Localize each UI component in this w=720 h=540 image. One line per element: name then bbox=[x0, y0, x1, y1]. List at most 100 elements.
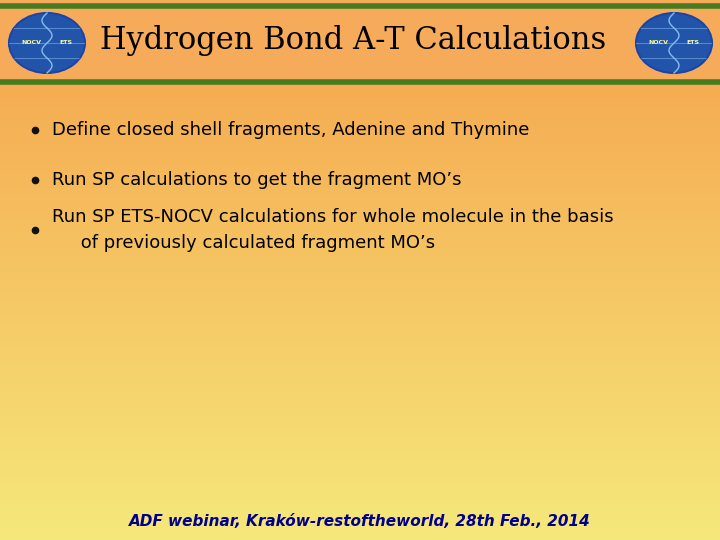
Bar bbox=[0, 240, 720, 241]
Bar bbox=[0, 252, 720, 253]
Bar bbox=[0, 393, 720, 394]
Bar bbox=[0, 65, 720, 66]
Bar bbox=[0, 373, 720, 374]
Bar bbox=[0, 372, 720, 373]
Bar bbox=[0, 403, 720, 404]
Bar bbox=[0, 84, 720, 85]
Text: Define closed shell fragments, Adenine and Thymine: Define closed shell fragments, Adenine a… bbox=[52, 121, 529, 139]
Bar bbox=[0, 505, 720, 506]
Bar bbox=[0, 85, 720, 86]
Bar bbox=[0, 315, 720, 316]
Bar bbox=[0, 304, 720, 305]
Bar bbox=[0, 268, 720, 269]
Bar bbox=[0, 279, 720, 280]
Bar bbox=[0, 214, 720, 215]
Bar bbox=[0, 78, 720, 79]
Bar bbox=[0, 89, 720, 90]
Bar bbox=[0, 173, 720, 174]
Bar bbox=[0, 48, 720, 49]
Bar bbox=[0, 238, 720, 239]
Bar bbox=[0, 284, 720, 285]
Bar bbox=[0, 23, 720, 24]
Bar bbox=[0, 13, 720, 14]
Bar bbox=[0, 330, 720, 331]
Bar bbox=[0, 360, 720, 361]
Bar bbox=[0, 77, 720, 78]
Bar bbox=[0, 193, 720, 194]
Bar bbox=[0, 331, 720, 332]
Bar bbox=[0, 106, 720, 107]
Bar bbox=[0, 467, 720, 468]
Bar bbox=[0, 506, 720, 507]
Bar bbox=[0, 176, 720, 177]
Bar bbox=[0, 264, 720, 265]
Bar bbox=[0, 329, 720, 330]
Bar bbox=[0, 1, 720, 2]
Bar bbox=[0, 172, 720, 173]
Bar bbox=[0, 353, 720, 354]
Bar bbox=[0, 456, 720, 457]
Bar bbox=[0, 381, 720, 382]
Bar bbox=[0, 433, 720, 434]
Bar bbox=[0, 36, 720, 37]
Bar bbox=[0, 326, 720, 327]
Bar bbox=[0, 105, 720, 106]
Bar bbox=[0, 69, 720, 70]
Bar bbox=[0, 480, 720, 481]
Bar bbox=[0, 74, 720, 75]
Bar bbox=[0, 449, 720, 450]
Bar bbox=[0, 183, 720, 184]
Bar bbox=[0, 309, 720, 310]
Bar bbox=[0, 194, 720, 195]
Bar bbox=[0, 144, 720, 145]
Bar bbox=[0, 534, 720, 535]
Bar bbox=[0, 41, 720, 42]
Bar bbox=[0, 388, 720, 389]
Bar bbox=[0, 376, 720, 377]
Bar bbox=[0, 62, 720, 63]
Bar bbox=[0, 152, 720, 153]
Bar bbox=[0, 401, 720, 402]
Bar bbox=[0, 537, 720, 538]
Bar bbox=[0, 124, 720, 125]
Bar bbox=[0, 340, 720, 341]
Bar bbox=[0, 189, 720, 190]
Bar bbox=[0, 104, 720, 105]
Bar bbox=[0, 298, 720, 299]
Bar bbox=[0, 368, 720, 369]
Bar bbox=[0, 134, 720, 135]
Bar bbox=[0, 471, 720, 472]
Bar bbox=[0, 145, 720, 146]
Bar bbox=[0, 488, 720, 489]
Bar bbox=[0, 535, 720, 536]
Bar bbox=[0, 524, 720, 525]
Bar bbox=[0, 118, 720, 119]
Bar bbox=[0, 378, 720, 379]
Bar bbox=[0, 204, 720, 205]
Bar bbox=[0, 482, 720, 483]
Bar bbox=[0, 355, 720, 356]
Bar bbox=[0, 275, 720, 276]
Bar bbox=[0, 6, 720, 7]
Bar bbox=[0, 142, 720, 143]
Bar bbox=[0, 435, 720, 436]
Bar bbox=[0, 457, 720, 458]
Bar bbox=[0, 0, 720, 1]
Bar bbox=[0, 245, 720, 246]
Bar bbox=[0, 324, 720, 325]
Bar bbox=[0, 186, 720, 187]
Bar bbox=[0, 139, 720, 140]
Bar bbox=[0, 190, 720, 191]
Bar bbox=[0, 533, 720, 534]
Text: NOCV: NOCV bbox=[21, 40, 41, 45]
Bar bbox=[0, 407, 720, 408]
Bar bbox=[0, 405, 720, 406]
Bar bbox=[0, 51, 720, 52]
Bar bbox=[0, 258, 720, 259]
Bar bbox=[0, 472, 720, 473]
Bar bbox=[0, 159, 720, 160]
Bar bbox=[0, 277, 720, 278]
Bar bbox=[0, 40, 720, 41]
Bar bbox=[0, 439, 720, 440]
Bar bbox=[0, 478, 720, 479]
